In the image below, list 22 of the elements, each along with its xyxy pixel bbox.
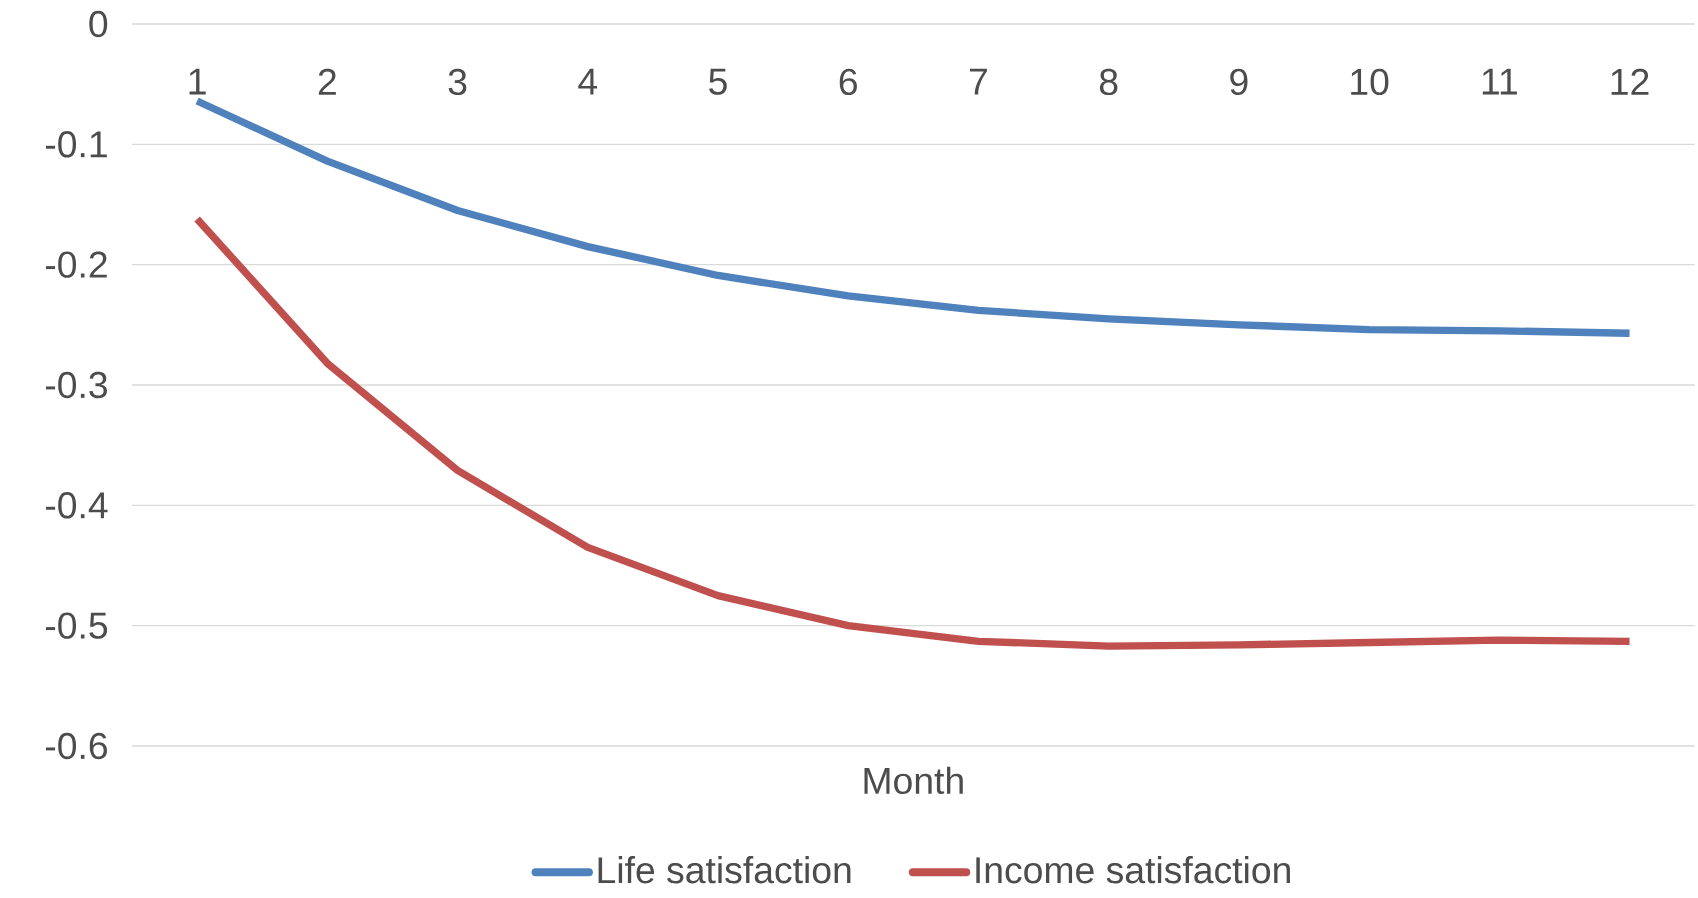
- x-tick-label: 1: [189, 68, 206, 95]
- y-tick-label: -0.2: [45, 251, 107, 278]
- x-tick-label: 2: [318, 68, 336, 95]
- x-tick-label: 5: [709, 68, 727, 95]
- x-tick-label: 6: [839, 68, 857, 96]
- x-axis-title: Month: [864, 766, 963, 795]
- legend-label: Income satisfaction: [976, 856, 1290, 884]
- y-tick-label: -0.1: [45, 131, 107, 158]
- legend-label: Life satisfaction: [598, 856, 851, 884]
- y-tick-label: 0: [89, 10, 108, 38]
- x-tick-label: 12: [1611, 68, 1649, 95]
- y-tick-label: -0.4: [45, 492, 108, 519]
- y-tick-label: -0.5: [45, 612, 108, 639]
- x-tick-label: 4: [578, 68, 598, 95]
- x-tick-label: 11: [1482, 68, 1517, 95]
- x-tick-label: 10: [1351, 68, 1389, 96]
- x-tick-label: 9: [1230, 68, 1248, 96]
- x-tick-label: 7: [969, 68, 987, 95]
- y-tick-label: -0.6: [45, 732, 107, 760]
- x-tick-label: 8: [1099, 68, 1118, 96]
- y-tick-label: -0.3: [45, 371, 107, 399]
- x-tick-label: 3: [448, 68, 467, 96]
